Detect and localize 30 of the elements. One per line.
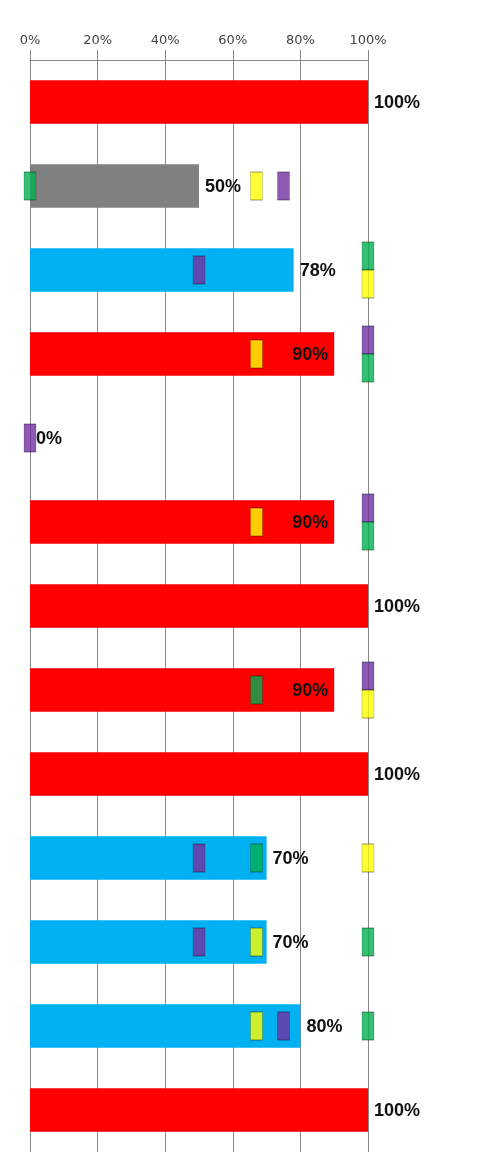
data-label: 70% (272, 848, 309, 868)
bar (30, 500, 335, 544)
bar (30, 920, 267, 964)
data-label: 100% (374, 92, 421, 112)
bar (30, 248, 294, 292)
data-label: 100% (374, 1100, 421, 1120)
data-label: 100% (374, 764, 421, 784)
x-tick-label: 80% (285, 32, 315, 47)
bar (30, 1004, 301, 1048)
data-label: 90% (292, 512, 329, 532)
data-label: 100% (374, 596, 421, 616)
bar (30, 668, 335, 712)
data-label: 50% (205, 176, 242, 196)
bar (30, 1088, 368, 1132)
bar (30, 836, 267, 880)
x-tick-label: 100% (349, 32, 387, 47)
bar (30, 80, 368, 124)
x-tick-label: 40% (150, 32, 180, 47)
data-label: 90% (292, 680, 329, 700)
bar (30, 332, 335, 376)
x-tick-label: 60% (218, 32, 248, 47)
x-tick-label: 0% (19, 32, 41, 47)
data-label: 90% (292, 344, 329, 364)
data-label: 80% (306, 1016, 343, 1036)
bar (30, 752, 368, 796)
x-tick-label: 20% (83, 32, 113, 47)
data-label: 78% (299, 260, 336, 280)
data-label: 70% (272, 932, 309, 952)
data-label: 0% (36, 428, 63, 448)
bar (30, 584, 368, 628)
